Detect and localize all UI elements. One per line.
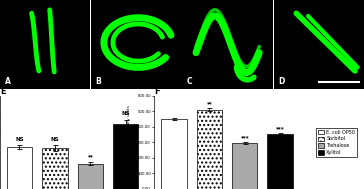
Bar	[113, 124, 138, 189]
Bar	[268, 134, 293, 189]
Text: F: F	[154, 87, 160, 96]
Text: NS: NS	[51, 137, 59, 142]
Text: ***: ***	[240, 135, 249, 140]
Bar	[161, 119, 187, 189]
Text: NS: NS	[122, 111, 130, 116]
Text: ***: ***	[276, 126, 284, 131]
Text: **: **	[87, 154, 93, 159]
Bar	[232, 143, 257, 189]
Text: D: D	[278, 77, 285, 86]
Bar	[197, 110, 222, 189]
Text: E: E	[0, 87, 5, 96]
Legend: E. coli OP50, Sorbitol, Trehalose, Xylitol: E. coli OP50, Sorbitol, Trehalose, Xylit…	[316, 128, 357, 157]
Bar	[42, 148, 68, 189]
Text: C: C	[187, 77, 193, 86]
Text: **: **	[206, 101, 212, 106]
Text: A: A	[4, 77, 11, 86]
Y-axis label: Mean ROS levels in Arbitrary units
(Mean ± S.E.): Mean ROS levels in Arbitrary units (Mean…	[127, 105, 135, 180]
Text: NS: NS	[15, 137, 24, 142]
Bar	[78, 164, 103, 189]
Text: B: B	[96, 77, 102, 86]
Bar	[7, 147, 32, 189]
